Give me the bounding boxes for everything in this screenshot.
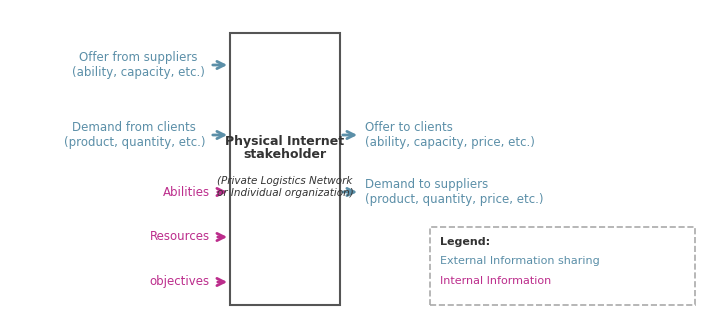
Text: Legend:: Legend: (440, 237, 490, 247)
Text: Demand to suppliers
(product, quantity, price, etc.): Demand to suppliers (product, quantity, … (365, 178, 544, 206)
Text: Offer to clients
(ability, capacity, price, etc.): Offer to clients (ability, capacity, pri… (365, 121, 535, 149)
Text: Abilities: Abilities (163, 185, 210, 198)
Text: Physical Internet: Physical Internet (225, 135, 345, 148)
Bar (230, 33, 340, 305)
Text: objectives: objectives (150, 276, 210, 289)
Text: Demand from clients
(product, quantity, etc.): Demand from clients (product, quantity, … (64, 121, 205, 149)
Text: Offer from suppliers
(ability, capacity, etc.): Offer from suppliers (ability, capacity,… (72, 51, 205, 79)
Bar (430, 227, 695, 305)
Text: (Private Logistics Network
or Individual organization): (Private Logistics Network or Individual… (217, 176, 353, 198)
Text: stakeholder: stakeholder (243, 148, 327, 162)
Text: Resources: Resources (150, 231, 210, 243)
Text: Internal Information: Internal Information (440, 276, 552, 286)
Text: External Information sharing: External Information sharing (440, 256, 600, 266)
